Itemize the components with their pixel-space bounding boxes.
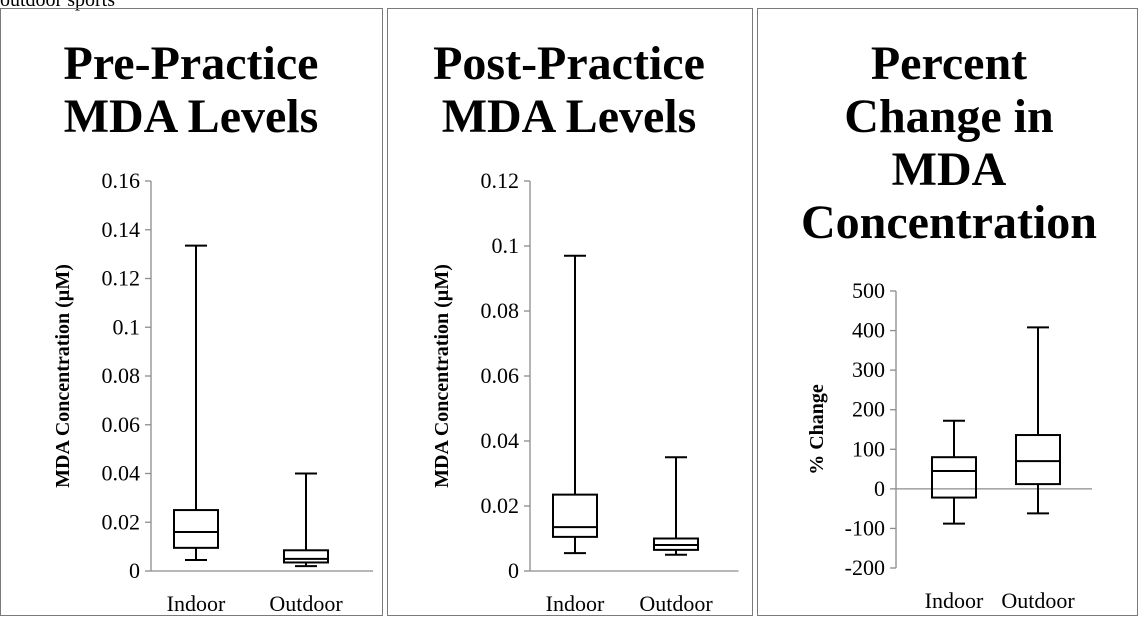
- caption-text: outdoor sports: [0, 0, 115, 11]
- y-tick-label: 0: [129, 558, 140, 583]
- y-tick-label: -100: [845, 515, 885, 540]
- y-tick-label: 0.12: [481, 168, 520, 193]
- box-indoor: [173, 244, 219, 562]
- x-category-label: Outdoor: [639, 591, 713, 616]
- y-tick-label: 0: [508, 558, 519, 583]
- box-outdoor: [1015, 326, 1061, 515]
- box-iqr: [283, 549, 329, 564]
- x-category-label: Indoor: [167, 591, 226, 616]
- y-tick-label: 0.02: [481, 493, 520, 518]
- chart-title-line: Concentration: [801, 196, 1097, 249]
- box-iqr: [1015, 434, 1061, 486]
- y-tick-label: 0.1: [492, 233, 520, 258]
- chart-title-line: Post-Practice: [433, 37, 705, 90]
- y-axis-title: % Change: [806, 384, 828, 475]
- box-iqr: [173, 509, 219, 549]
- y-tick-label: 100: [852, 436, 885, 461]
- chart-panel-percent-change: Percent Change in MDA Concentration -200 -100…: [757, 8, 1138, 616]
- chart-title-line: Percent: [871, 37, 1027, 90]
- y-tick-label: 0.04: [481, 428, 520, 453]
- x-category-label: Indoor: [925, 588, 984, 613]
- y-tick-label: 0.06: [481, 363, 520, 388]
- box-outdoor: [653, 456, 699, 556]
- chart-panel-post-practice: Post-Practice MDA Levels 0 0.02 0.04 0.06 0.08…: [387, 8, 753, 616]
- y-axis-title: MDA Concentration (µM): [431, 264, 453, 488]
- box-outdoor: [283, 472, 329, 568]
- y-tick-label: 200: [852, 397, 885, 422]
- box-indoor: [931, 419, 977, 525]
- chart-title-line: MDA Levels: [442, 90, 697, 143]
- y-tick-label: 300: [852, 357, 885, 382]
- x-category-label: Outdoor: [269, 591, 343, 616]
- y-tick-label: 0.04: [102, 461, 141, 486]
- y-tick-label: 0.06: [102, 412, 141, 437]
- y-tick-label: 500: [852, 278, 885, 303]
- y-tick-label: 400: [852, 318, 885, 343]
- x-category-label: Indoor: [546, 591, 605, 616]
- y-tick-label: 0.08: [102, 363, 141, 388]
- y-tick-label: 0.12: [102, 266, 141, 291]
- chart-title-line: MDA: [892, 143, 1007, 196]
- x-category-label: Outdoor: [1001, 588, 1075, 613]
- chart-title-line: Pre-Practice: [64, 37, 319, 90]
- box-iqr: [931, 456, 977, 499]
- y-tick-label: 0.08: [481, 298, 520, 323]
- y-tick-label: 0: [874, 476, 885, 501]
- y-tick-label: 0.1: [113, 314, 141, 339]
- y-tick-label: 0.02: [102, 509, 141, 534]
- box-indoor: [552, 254, 598, 555]
- y-tick-label: 0.16: [102, 168, 141, 193]
- chart-title-line: Change in: [844, 90, 1053, 143]
- chart-title-line: MDA Levels: [64, 90, 319, 143]
- y-tick-label: -200: [845, 555, 885, 580]
- y-tick-label: 0.14: [102, 217, 141, 242]
- box-iqr: [552, 493, 598, 538]
- y-axis-title: MDA Concentration (µM): [52, 264, 74, 488]
- chart-panel-pre-practice: Pre-Practice MDA Levels 0 0.02 0.04 0.06 0.08 0…: [0, 8, 383, 616]
